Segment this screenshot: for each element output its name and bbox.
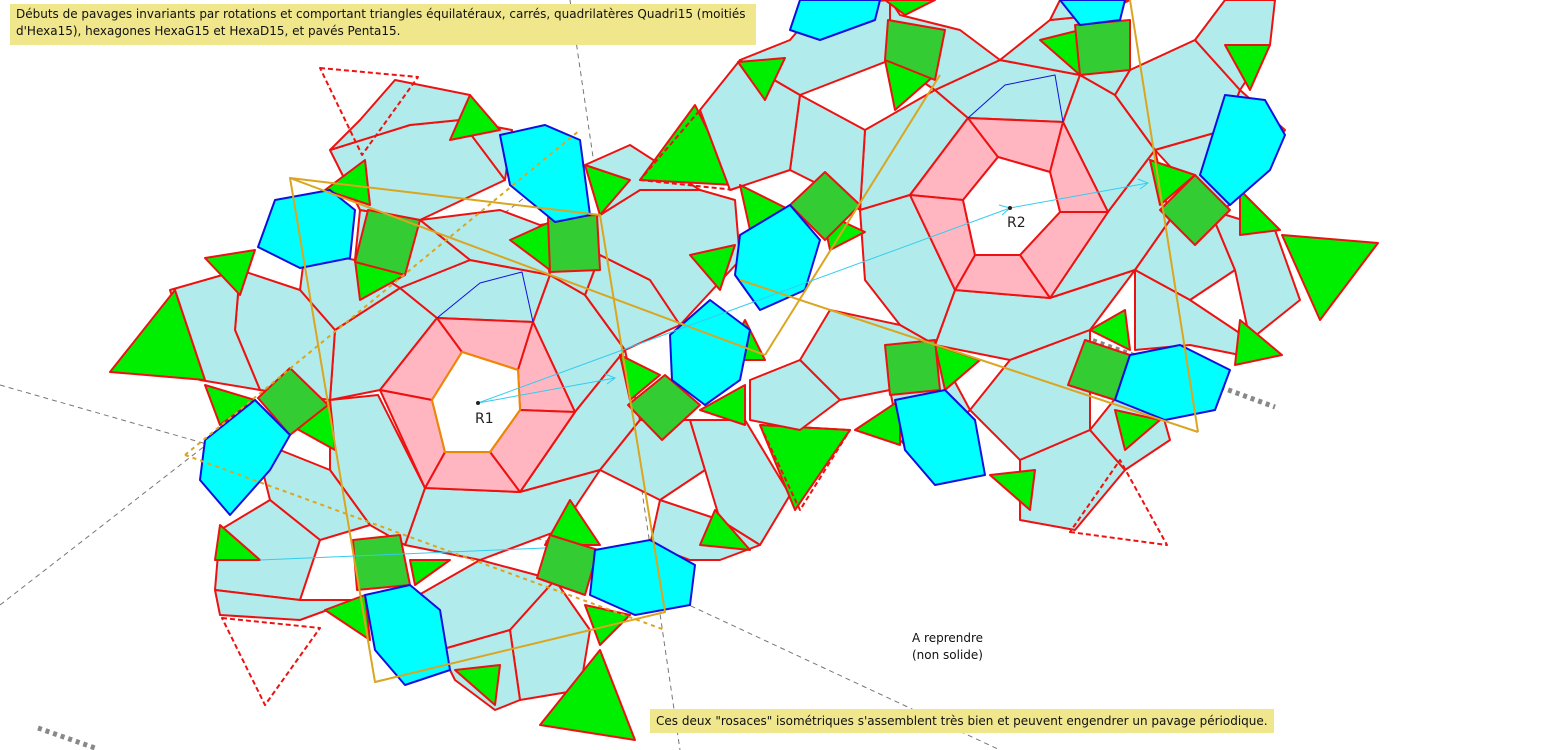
r2-squares	[789, 19, 1231, 401]
r2-guide-lines	[739, 0, 1199, 433]
redo-note-line1: A reprendre	[912, 631, 984, 645]
redo-note: A reprendre (non solide)	[912, 630, 983, 664]
r1-center-hexagon	[431, 351, 521, 453]
r2-hexagons	[734, 0, 1286, 486]
r1-triangles	[109, 94, 851, 741]
r1-label: R1	[475, 411, 494, 427]
rosette-r2	[699, 0, 1379, 546]
r1-blue-rim	[436, 271, 534, 323]
r2-dashed-triangles	[1069, 459, 1168, 546]
r2-triangles	[737, 0, 1379, 511]
r1-hexagons	[199, 124, 751, 686]
redo-note-line2: (non solide)	[912, 648, 983, 662]
grey-dash-lines	[37, 280, 1276, 750]
rosette-r1	[109, 67, 851, 741]
r2-center-hexagon	[962, 156, 1061, 256]
bottom-note: Ces deux "rosaces" isométriques s'assemb…	[650, 709, 1274, 733]
r2-blue-rim	[967, 74, 1064, 123]
r2-quadri-ring	[909, 117, 1109, 299]
title-note: Débuts de pavages invariants par rotatio…	[10, 4, 756, 45]
r1-guide-lines	[184, 129, 766, 683]
connecting-arrows	[259, 178, 1150, 561]
r1-center-point	[476, 401, 480, 405]
r2-label: R2	[1007, 215, 1026, 231]
r1-quadri-ring	[379, 317, 576, 493]
r2-center-point	[1008, 206, 1012, 210]
